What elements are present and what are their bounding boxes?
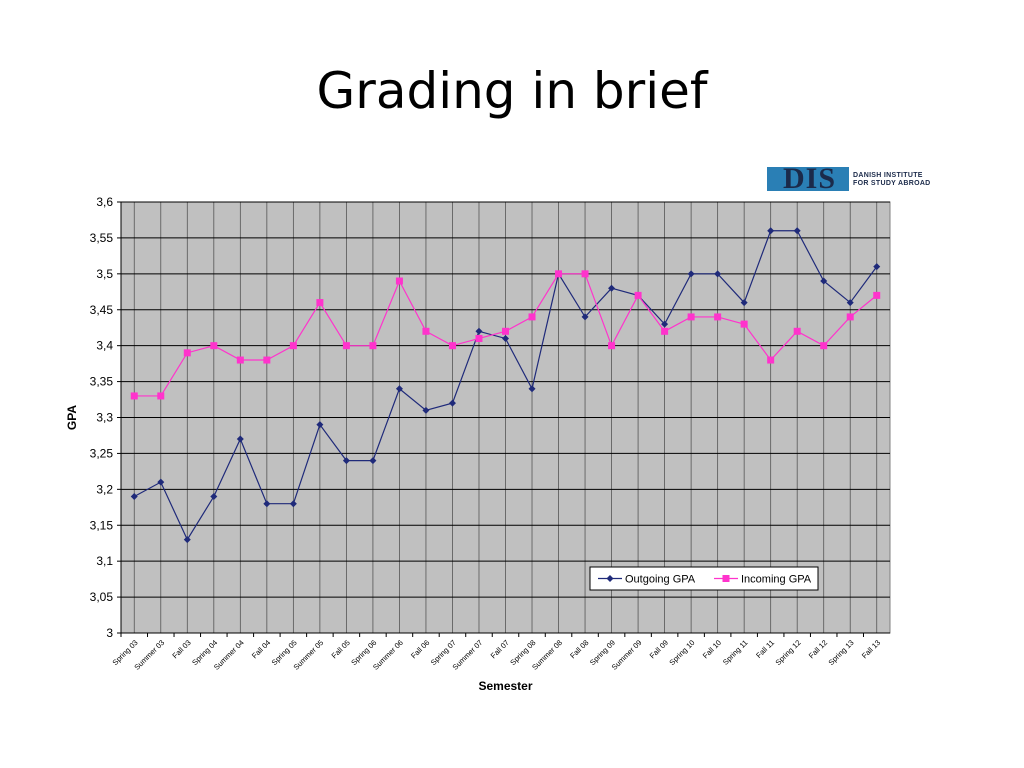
data-point-outgoing	[714, 270, 722, 278]
data-point-incoming	[316, 299, 324, 307]
y-tick-label: 3,4	[96, 339, 113, 353]
data-point-incoming	[661, 327, 669, 335]
data-point-outgoing	[475, 327, 483, 335]
x-tick-label: Fall 12	[807, 638, 829, 660]
data-point-outgoing	[130, 493, 138, 501]
x-tick-label: Fall 08	[568, 638, 590, 660]
data-point-incoming	[634, 291, 642, 299]
logo-bar	[767, 167, 849, 191]
data-point-incoming	[793, 327, 801, 335]
data-point-incoming	[740, 320, 748, 328]
x-tick-label: Fall 03	[170, 638, 192, 660]
x-tick-label: Spring 13	[827, 638, 856, 667]
data-point-outgoing	[502, 334, 509, 342]
y-tick-label: 3,15	[90, 518, 114, 532]
data-point-incoming	[608, 342, 616, 350]
data-point-incoming	[820, 342, 828, 350]
data-point-incoming	[687, 313, 695, 321]
data-point-incoming	[846, 313, 854, 321]
data-point-outgoing	[820, 277, 828, 285]
data-point-incoming	[369, 342, 377, 350]
data-point-outgoing	[210, 493, 218, 501]
y-tick-label: 3,05	[90, 590, 114, 604]
data-point-outgoing	[236, 435, 244, 443]
data-point-incoming	[475, 334, 483, 342]
y-tick-label: 3,45	[90, 303, 114, 317]
data-point-incoming	[210, 342, 218, 350]
data-point-outgoing	[289, 500, 297, 508]
data-point-outgoing	[528, 385, 536, 393]
y-tick-label: 3,55	[90, 231, 114, 245]
dis-logo: DIS DANISH INSTITUTE FOR STUDY ABROAD	[767, 162, 945, 195]
data-point-incoming	[422, 327, 430, 335]
data-point-outgoing	[183, 536, 191, 544]
data-point-incoming	[767, 356, 775, 364]
x-axis-title: Semester	[478, 679, 532, 693]
legend-label: Incoming GPA	[741, 574, 812, 586]
legend-box	[589, 566, 819, 591]
x-tick-label: Fall 04	[250, 638, 272, 660]
data-point-outgoing	[687, 270, 695, 278]
logo-tagline-line2: FOR STUDY ABROAD	[853, 180, 931, 187]
data-point-outgoing	[448, 399, 456, 407]
data-point-incoming	[395, 277, 403, 285]
data-point-outgoing	[342, 457, 350, 465]
data-point-outgoing	[846, 299, 854, 307]
data-point-incoming	[183, 349, 191, 357]
data-point-outgoing	[316, 421, 324, 429]
data-point-incoming	[873, 291, 881, 299]
data-point-incoming	[502, 327, 509, 335]
y-tick-label: 3,1	[96, 554, 113, 568]
data-point-outgoing	[263, 500, 271, 508]
data-point-outgoing	[395, 385, 403, 393]
logo-tagline-line1: DANISH INSTITUTE	[853, 172, 923, 179]
data-point-outgoing	[581, 313, 589, 321]
data-point-incoming	[448, 342, 456, 350]
data-point-incoming	[263, 356, 271, 364]
data-point-incoming	[555, 270, 563, 278]
y-tick-label: 3	[106, 626, 113, 640]
data-point-outgoing	[793, 227, 801, 235]
data-point-outgoing	[157, 478, 165, 486]
data-point-outgoing	[740, 299, 748, 307]
x-tick-label: Fall 07	[489, 638, 511, 660]
data-point-incoming	[236, 356, 244, 364]
data-point-incoming	[130, 392, 138, 400]
data-point-incoming	[528, 313, 536, 321]
x-tick-label: Fall 13	[860, 638, 882, 660]
data-point-outgoing	[369, 457, 377, 465]
data-point-outgoing	[873, 263, 881, 271]
x-tick-label: Fall 11	[754, 638, 776, 660]
y-tick-label: 3,2	[96, 482, 113, 496]
y-tick-label: 3,3	[96, 411, 113, 425]
x-tick-label: Fall 06	[409, 638, 431, 660]
data-point-incoming	[581, 270, 589, 278]
y-tick-label: 3,25	[90, 446, 114, 460]
logo-tagline: DANISH INSTITUTE FOR STUDY ABROAD	[853, 172, 931, 188]
x-tick-label: Spring 12	[774, 638, 803, 667]
slide-title: Grading in brief	[316, 62, 708, 120]
data-point-incoming	[157, 392, 165, 400]
x-tick-label: Fall 05	[330, 638, 352, 660]
legend-label: Outgoing GPA	[625, 574, 696, 586]
data-point-incoming	[342, 342, 350, 350]
y-tick-label: 3,35	[90, 375, 114, 389]
logo-letters: DIS	[783, 162, 837, 195]
x-tick-label: Spring 11	[721, 638, 750, 667]
y-tick-label: 3,5	[96, 267, 113, 281]
data-point-incoming	[714, 313, 722, 321]
data-point-outgoing	[767, 227, 775, 235]
data-point-outgoing	[661, 320, 669, 328]
data-point-outgoing	[608, 284, 616, 292]
y-axis-title: GPA	[65, 405, 79, 430]
x-tick-label: Fall 09	[648, 638, 670, 660]
legend-marker	[606, 575, 614, 582]
data-point-outgoing	[422, 406, 430, 414]
x-tick-label: Fall 10	[701, 638, 723, 660]
data-point-incoming	[289, 342, 297, 350]
legend-marker	[722, 575, 730, 582]
x-tick-label: Spring 10	[667, 638, 696, 667]
y-tick-label: 3,6	[96, 195, 113, 209]
